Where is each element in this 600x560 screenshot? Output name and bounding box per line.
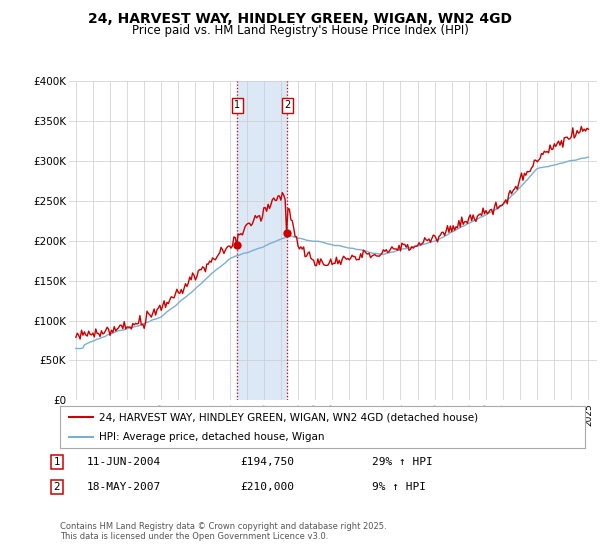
Text: 9% ↑ HPI: 9% ↑ HPI — [372, 482, 426, 492]
Text: 1: 1 — [53, 457, 61, 467]
Text: 29% ↑ HPI: 29% ↑ HPI — [372, 457, 433, 467]
Text: Price paid vs. HM Land Registry's House Price Index (HPI): Price paid vs. HM Land Registry's House … — [131, 24, 469, 37]
Text: 11-JUN-2004: 11-JUN-2004 — [87, 457, 161, 467]
Text: £210,000: £210,000 — [240, 482, 294, 492]
Text: 1: 1 — [234, 100, 240, 110]
Text: 2: 2 — [53, 482, 61, 492]
Text: 2: 2 — [284, 100, 290, 110]
Text: 24, HARVEST WAY, HINDLEY GREEN, WIGAN, WN2 4GD (detached house): 24, HARVEST WAY, HINDLEY GREEN, WIGAN, W… — [100, 412, 479, 422]
Text: 18-MAY-2007: 18-MAY-2007 — [87, 482, 161, 492]
Text: 24, HARVEST WAY, HINDLEY GREEN, WIGAN, WN2 4GD: 24, HARVEST WAY, HINDLEY GREEN, WIGAN, W… — [88, 12, 512, 26]
Text: HPI: Average price, detached house, Wigan: HPI: Average price, detached house, Wiga… — [100, 432, 325, 442]
Text: Contains HM Land Registry data © Crown copyright and database right 2025.
This d: Contains HM Land Registry data © Crown c… — [60, 522, 386, 542]
Text: £194,750: £194,750 — [240, 457, 294, 467]
Bar — [237, 81, 287, 400]
